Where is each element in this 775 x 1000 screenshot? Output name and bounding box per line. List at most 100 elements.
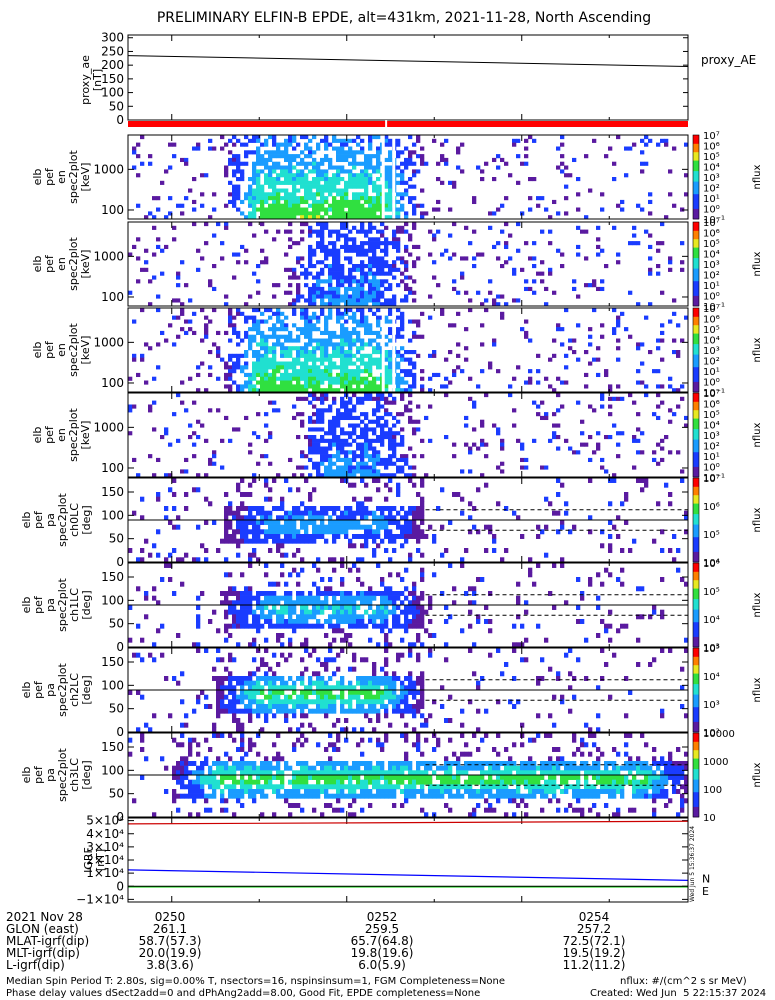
spectrogram-cell <box>268 180 273 185</box>
spectrogram-cell <box>240 492 245 497</box>
spectrogram-cell <box>352 338 357 343</box>
spectrogram-cell <box>320 196 325 201</box>
spectrogram-cell <box>300 699 305 705</box>
colorbar-cell <box>693 397 699 400</box>
spectrogram-cell <box>228 676 233 681</box>
spectrogram-cell <box>324 338 329 343</box>
spectrogram-cell <box>324 708 329 714</box>
spectrogram-cell <box>344 412 349 417</box>
spectrogram-cell <box>304 510 309 516</box>
spectrogram-cell <box>336 365 341 370</box>
spectrogram-cell <box>340 628 345 634</box>
spectrogram-cell <box>264 534 269 539</box>
spectrogram-cell <box>232 154 237 159</box>
spectrogram-cell <box>640 207 645 212</box>
spectrogram-cell <box>324 135 329 140</box>
spectrogram-cell <box>292 404 297 409</box>
spectrogram-cell <box>288 196 293 201</box>
spectrogram-cell <box>368 685 373 691</box>
spectrogram-cell <box>260 334 265 339</box>
spectrogram-cell <box>236 680 241 686</box>
spectrogram-cell <box>268 435 273 440</box>
spectrogram-cell <box>176 393 181 398</box>
spectrogram-cell <box>388 264 393 269</box>
colorbar-cell <box>693 247 699 250</box>
spectrogram-cell <box>224 173 229 178</box>
spectrogram-cell <box>340 294 345 299</box>
spectrogram-cell <box>376 207 381 212</box>
spectrogram-cell <box>552 605 557 610</box>
spectrogram-cell <box>304 465 309 470</box>
spectrogram-cell <box>372 676 377 681</box>
colorbar-cell <box>693 189 699 193</box>
colorbar-cell <box>693 174 699 178</box>
spectrogram-cell <box>616 315 621 320</box>
spectrogram-cell <box>196 142 201 147</box>
spectrogram-cell <box>260 207 265 212</box>
spectrogram-cell <box>372 685 377 691</box>
spectrogram-cell <box>380 520 385 525</box>
spectrogram-cell <box>616 431 621 436</box>
spectrogram-cell <box>332 671 337 677</box>
spectrogram-cell <box>440 157 445 163</box>
colorbar-cell <box>693 257 699 261</box>
spectrogram-cell <box>412 534 417 539</box>
colorbar-cell <box>693 270 699 273</box>
spectrogram-cell <box>212 207 217 212</box>
spectrogram-cell <box>228 323 233 328</box>
spectrogram-cell <box>340 154 345 159</box>
spectrogram-cell <box>152 252 157 257</box>
colorbar-cell <box>693 164 699 167</box>
spectrogram-cell <box>368 286 373 292</box>
spectrogram-cell <box>360 369 365 374</box>
spectrogram-cell <box>360 396 365 401</box>
spectrogram-cell <box>300 520 305 525</box>
spectrogram-cell <box>284 169 289 174</box>
spectrogram-cell <box>316 184 321 189</box>
spectrogram-cell <box>528 135 533 140</box>
spectrogram-cell <box>412 319 417 324</box>
spectrogram-cell <box>368 365 373 370</box>
spectrogram-cell <box>524 286 529 292</box>
spectrogram-cell <box>316 469 321 474</box>
spectrogram-cell <box>536 524 541 530</box>
spectrogram-cell <box>384 244 389 250</box>
spectrogram-cell <box>616 534 621 539</box>
spectrogram-cell <box>360 225 365 230</box>
spectrogram-cell <box>500 438 505 443</box>
spectrogram-cell <box>196 146 201 151</box>
spectrogram-cell <box>232 591 237 596</box>
spectrogram-cell <box>400 225 405 230</box>
spectrogram-cell <box>252 478 257 483</box>
spectrogram-cell <box>608 572 613 578</box>
spectrogram-cell <box>384 215 389 220</box>
spectrogram-cell <box>296 338 301 343</box>
spectrogram-cell <box>340 685 345 691</box>
spectrogram-cell <box>376 161 381 166</box>
spectrogram-cell <box>576 357 581 362</box>
spectrogram-cell <box>632 538 637 544</box>
spectrogram-cell <box>252 319 257 324</box>
spectrogram-cell <box>136 473 141 478</box>
spectrogram-cell <box>156 529 161 535</box>
spectrogram-cell <box>316 327 321 332</box>
spectrogram-cell <box>280 685 285 691</box>
spectrogram-cell <box>308 708 313 714</box>
spectrogram-cell <box>236 252 241 257</box>
spectrogram-cell <box>300 264 305 269</box>
spectrogram-cell <box>592 279 597 284</box>
spectrogram-cell <box>324 248 329 253</box>
colorbar-cell <box>693 453 699 457</box>
spectrogram-cell <box>184 196 189 201</box>
spectrogram-cell <box>464 327 469 332</box>
spectrogram-cell <box>388 241 393 246</box>
spectrogram-cell <box>244 161 249 166</box>
spectrogram-cell <box>356 215 361 220</box>
spectrogram-cell <box>592 450 597 455</box>
spectrogram-cell <box>408 275 413 280</box>
spectrogram-cell <box>336 298 341 303</box>
spectrogram-cell <box>344 225 349 230</box>
spectrogram-cell <box>304 637 309 643</box>
spectrogram-cell <box>512 623 517 629</box>
spectrogram-cell <box>292 323 297 328</box>
